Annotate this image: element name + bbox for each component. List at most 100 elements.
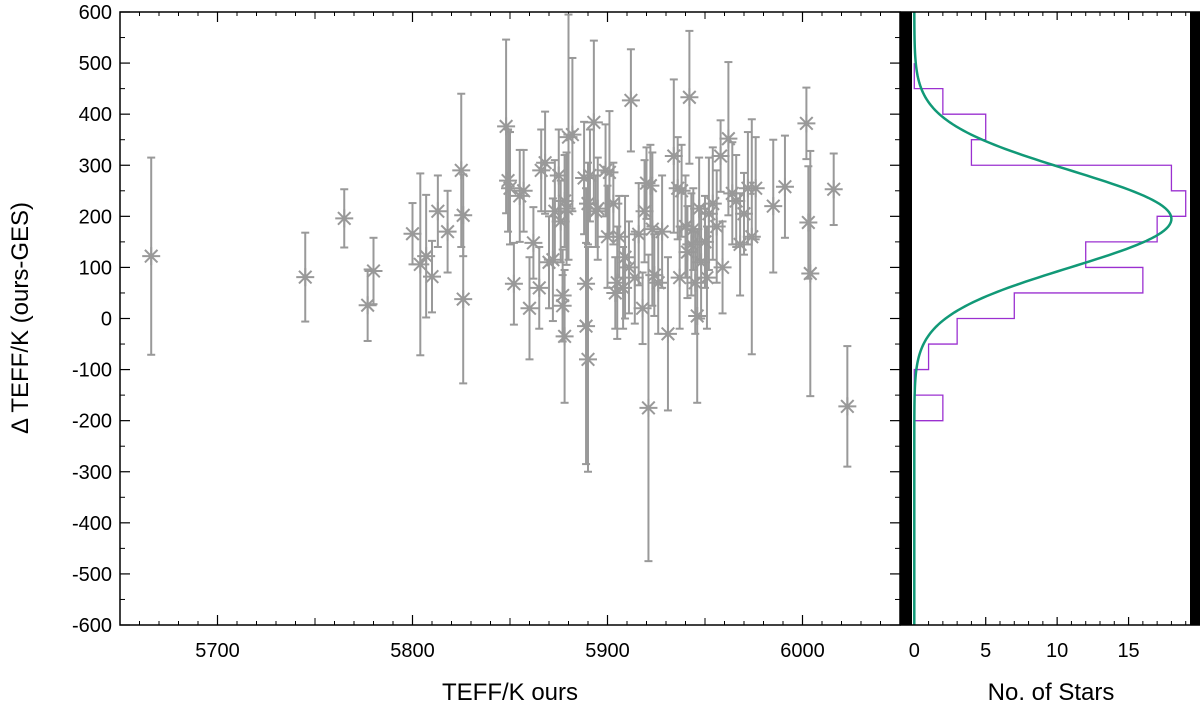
asterisk-marker (555, 192, 574, 211)
data-point (746, 136, 765, 241)
data-point (596, 123, 615, 218)
asterisk-marker (530, 278, 549, 297)
scatter-points (142, 13, 857, 563)
asterisk-marker (551, 212, 570, 231)
data-point (801, 149, 820, 398)
data-point (588, 156, 607, 261)
asterisk-marker (296, 268, 315, 287)
data-point (520, 256, 539, 361)
data-point (501, 131, 519, 246)
asterisk-marker (557, 199, 576, 218)
x-tick-label: 5700 (195, 640, 240, 662)
asterisk-marker (452, 161, 471, 180)
asterisk-marker (690, 199, 709, 218)
asterisk-marker (497, 117, 516, 136)
asterisk-marker (682, 235, 701, 254)
data-point (711, 119, 730, 193)
histogram-bin (914, 242, 1085, 268)
data-point (530, 245, 549, 330)
asterisk-marker (645, 266, 664, 285)
y-tick-label: 500 (79, 53, 112, 75)
data-point (579, 245, 597, 473)
y-tick-label: -400 (72, 513, 112, 535)
asterisk-marker (584, 113, 603, 132)
asterisk-marker (358, 296, 377, 315)
data-point (600, 110, 619, 235)
asterisk-marker (723, 184, 742, 203)
gaussian-fit-curve (913, 11, 1173, 625)
data-point (742, 118, 761, 356)
scatter-y-axis-label: Δ TEFF/K (ours-GES) (7, 202, 34, 434)
asterisk-marker (697, 268, 716, 287)
asterisk-marker (563, 125, 582, 144)
data-point (619, 220, 638, 315)
asterisk-marker (658, 324, 677, 343)
data-point (532, 128, 551, 213)
histogram-bin (914, 216, 1157, 242)
asterisk-marker (454, 290, 473, 309)
data-point (536, 110, 555, 215)
asterisk-marker (838, 397, 857, 416)
data-point (504, 241, 523, 326)
asterisk-marker (579, 350, 597, 369)
data-point (438, 189, 457, 274)
data-point (417, 193, 436, 319)
x-tick-label: 5800 (390, 640, 435, 662)
asterisk-marker (423, 267, 441, 286)
asterisk-marker (575, 169, 594, 188)
asterisk-marker (545, 202, 564, 221)
data-point (616, 194, 635, 320)
asterisk-marker (579, 194, 597, 213)
asterisk-marker (719, 129, 738, 148)
y-tick-label: 0 (101, 309, 112, 331)
y-tick-label: -200 (72, 411, 112, 433)
histogram-steps (913, 63, 1187, 422)
data-point (358, 268, 377, 342)
x-tick-label: 5900 (585, 640, 630, 662)
histogram-x-axis-label: No. of Stars (988, 679, 1115, 706)
scatter-ticks: -600 -500 -400 -300 -200 -100 0 100 200 300 400 500… (72, 2, 901, 662)
data-point (411, 172, 430, 357)
data-point (553, 274, 572, 338)
data-point (545, 159, 564, 264)
asterisk-marker (514, 181, 533, 200)
asterisk-marker (598, 227, 617, 246)
data-point (799, 165, 818, 280)
data-point (635, 159, 654, 264)
asterisk-marker (713, 258, 732, 277)
asterisk-marker (799, 213, 818, 232)
asterisk-marker (524, 233, 543, 252)
asterisk-marker (824, 180, 843, 199)
data-point (575, 120, 594, 236)
asterisk-marker (680, 88, 699, 107)
data-point (555, 268, 574, 404)
asterisk-marker (727, 192, 746, 211)
asterisk-marker (649, 273, 668, 292)
asterisk-marker (553, 296, 572, 315)
data-point (703, 146, 722, 261)
data-point (653, 174, 672, 289)
asterisk-marker (703, 194, 722, 213)
histogram-left-edge (900, 12, 912, 625)
data-point (764, 138, 783, 274)
asterisk-marker (692, 253, 711, 272)
asterisk-marker (764, 197, 783, 216)
asterisk-marker (501, 179, 519, 198)
asterisk-marker (428, 202, 447, 221)
data-point (142, 156, 161, 356)
y-tick-label: -300 (72, 462, 112, 484)
data-point (364, 236, 383, 306)
asterisk-marker (335, 209, 354, 228)
histogram-ticks: 0 5 10 15 (909, 12, 1187, 662)
asterisk-marker (606, 283, 625, 302)
data-point (645, 233, 664, 317)
hist-x-tick-label: 10 (1046, 640, 1068, 662)
asterisk-marker (596, 161, 615, 180)
data-point (633, 271, 652, 346)
histogram-bin (914, 140, 971, 166)
data-point (824, 152, 843, 227)
data-point (658, 256, 677, 412)
histogram-bin (914, 191, 1185, 217)
asterisk-marker (696, 232, 714, 251)
